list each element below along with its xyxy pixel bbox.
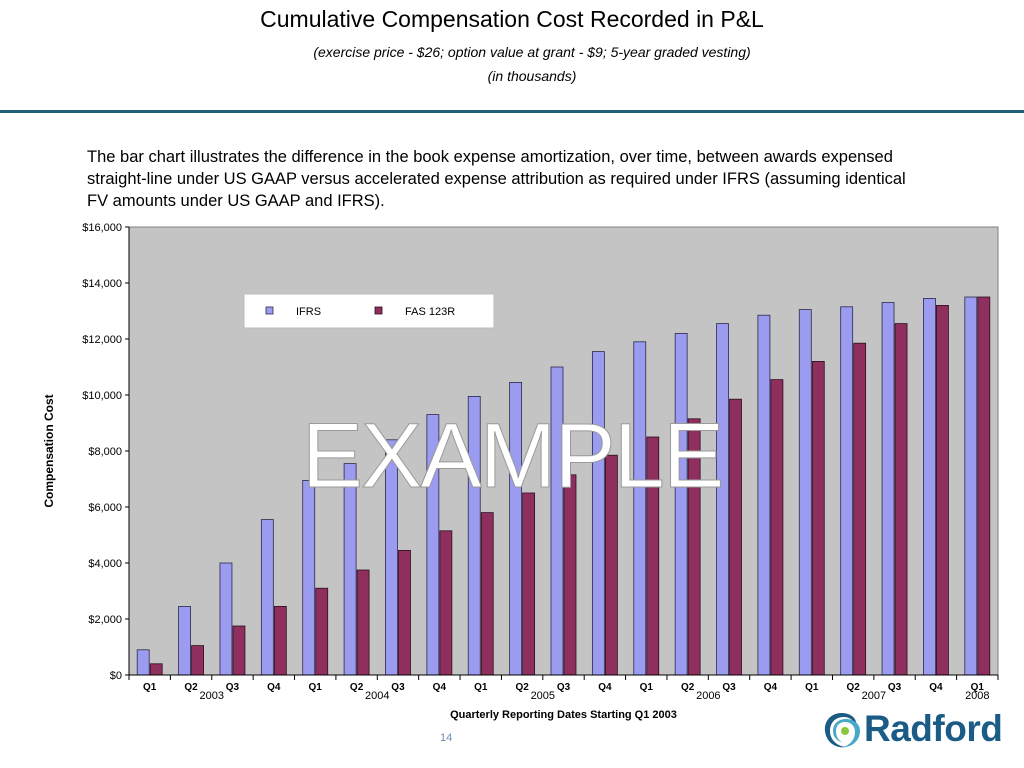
x-tick-label: Q1	[640, 682, 654, 693]
bar-fas-123r	[894, 323, 908, 676]
bar-ifrs	[219, 562, 233, 676]
year-label: 2006	[696, 690, 720, 702]
bar-ifrs	[923, 297, 936, 676]
bar-fas-123r	[853, 342, 867, 676]
page-number: 14	[440, 732, 453, 744]
bar-fas-123r	[191, 645, 204, 676]
y-tick-label: $12,000	[82, 334, 122, 346]
x-tick-label: Q1	[143, 682, 157, 693]
bar-ifrs	[798, 309, 812, 676]
x-tick-label: Q2	[515, 682, 529, 693]
bar-fas-123r	[315, 587, 329, 676]
x-tick-label: Q3	[722, 682, 736, 693]
bar-fas-123r	[977, 296, 991, 676]
legend-swatch-fas-123r	[374, 306, 383, 315]
year-label: 2007	[862, 690, 886, 702]
x-tick-label: Q1	[971, 682, 985, 693]
year-label: 2003	[200, 690, 224, 702]
radford-logo: Radford	[822, 708, 1012, 752]
year-label: 2008	[965, 690, 989, 702]
y-tick-label: $16,000	[82, 222, 122, 234]
x-tick-label: Q4	[433, 682, 447, 693]
bar-ifrs	[757, 314, 771, 676]
bar-fas-123r	[811, 360, 825, 676]
x-tick-label: Q1	[805, 682, 819, 693]
y-tick-label: $4,000	[88, 558, 122, 570]
bar-ifrs	[136, 649, 150, 676]
x-tick-label: Q2	[184, 682, 198, 693]
logo-wordmark: Radford	[864, 708, 1003, 749]
x-tick-label: Q1	[474, 682, 488, 693]
x-tick-label: Q3	[226, 682, 240, 693]
x-tick-label: Q2	[846, 682, 860, 693]
x-tick-label: Q1	[309, 682, 323, 693]
bar-ifrs	[840, 306, 854, 676]
x-tick-label: Q2	[350, 682, 364, 693]
bar-ifrs	[260, 519, 274, 676]
bar-ifrs	[591, 351, 605, 676]
bar-fas-123r	[439, 530, 453, 676]
year-label: 2005	[531, 690, 555, 702]
chart-description: The bar chart illustrates the difference…	[87, 148, 906, 210]
header-divider	[0, 110, 1024, 113]
bar-fas-123r	[232, 625, 246, 676]
bar-fas-123r	[729, 398, 742, 676]
legend-swatch-ifrs	[265, 306, 274, 315]
radford-swirl-icon	[824, 713, 860, 748]
bar-ifrs	[881, 302, 895, 676]
page-title: Cumulative Compensation Cost Recorded in…	[260, 6, 764, 32]
legend	[243, 293, 495, 329]
x-tick-label: Q3	[557, 682, 571, 693]
legend-label-fas-123r: FAS 123R	[405, 306, 455, 318]
example-watermark: EXAMPLE	[302, 405, 723, 507]
bar-ifrs	[178, 606, 191, 676]
bar-fas-123r	[770, 379, 784, 676]
y-tick-label: $6,000	[88, 502, 122, 514]
bar-fas-123r	[398, 550, 411, 676]
year-label: 2004	[365, 690, 389, 702]
y-tick-label: $0	[110, 670, 122, 682]
bar-fas-123r	[149, 663, 163, 676]
bar-ifrs	[964, 296, 978, 676]
x-tick-label: Q4	[267, 682, 281, 693]
legend-label-ifrs: IFRS	[296, 306, 321, 318]
y-tick-label: $8,000	[88, 446, 122, 458]
x-tick-label: Q3	[888, 682, 902, 693]
bar-fas-123r	[356, 569, 370, 676]
bar-fas-123r	[936, 304, 949, 676]
x-axis-title: Quarterly Reporting Dates Starting Q1 20…	[450, 709, 677, 721]
x-tick-label: Q2	[681, 682, 695, 693]
x-tick-label: Q4	[598, 682, 612, 693]
x-tick-label: Q4	[764, 682, 778, 693]
units-note: (in thousands)	[487, 68, 577, 84]
x-tick-label: Q3	[391, 682, 405, 693]
x-tick-label: Q4	[929, 682, 943, 693]
bar-fas-123r	[480, 512, 494, 676]
bar-ifrs	[633, 341, 647, 676]
y-tick-label: $2,000	[88, 614, 122, 626]
bar-fas-123r	[522, 492, 536, 676]
page-subtitle: (exercise price - $26; option value at g…	[313, 44, 751, 60]
y-tick-label: $14,000	[82, 278, 122, 290]
bar-ifrs	[302, 479, 316, 676]
bar-fas-123r	[273, 606, 287, 676]
y-axis-title: Compensation Cost	[42, 394, 56, 507]
y-tick-label: $10,000	[82, 390, 122, 402]
